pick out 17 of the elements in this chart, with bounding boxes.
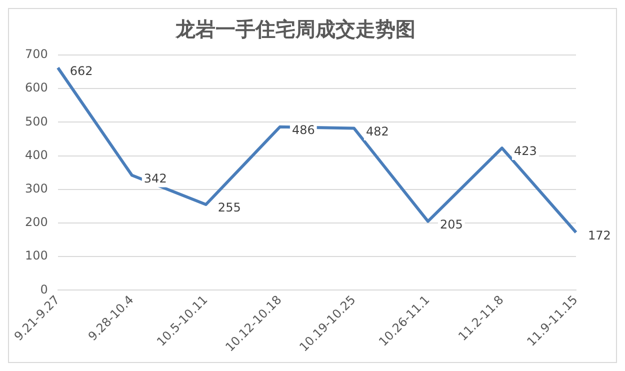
data-label: 482 xyxy=(366,124,389,138)
data-label: 255 xyxy=(218,200,241,215)
y-tick-label: 500 xyxy=(25,114,48,128)
y-tick-label: 0 xyxy=(40,282,48,296)
data-label: 342 xyxy=(144,171,167,186)
y-tick-label: 400 xyxy=(25,148,48,162)
y-tick-label: 600 xyxy=(25,80,48,95)
data-label: 172 xyxy=(588,228,611,243)
y-tick-label: 300 xyxy=(25,182,48,196)
chart-title: 龙岩一手住宅周成交走势图 xyxy=(174,17,416,42)
y-tick-label: 700 xyxy=(25,47,48,62)
data-label: 205 xyxy=(440,217,463,232)
data-label: 662 xyxy=(70,64,93,78)
y-tick-label: 100 xyxy=(25,248,48,263)
data-label: 486 xyxy=(292,123,315,138)
data-label: 423 xyxy=(514,144,537,158)
y-tick-label: 200 xyxy=(25,215,48,230)
